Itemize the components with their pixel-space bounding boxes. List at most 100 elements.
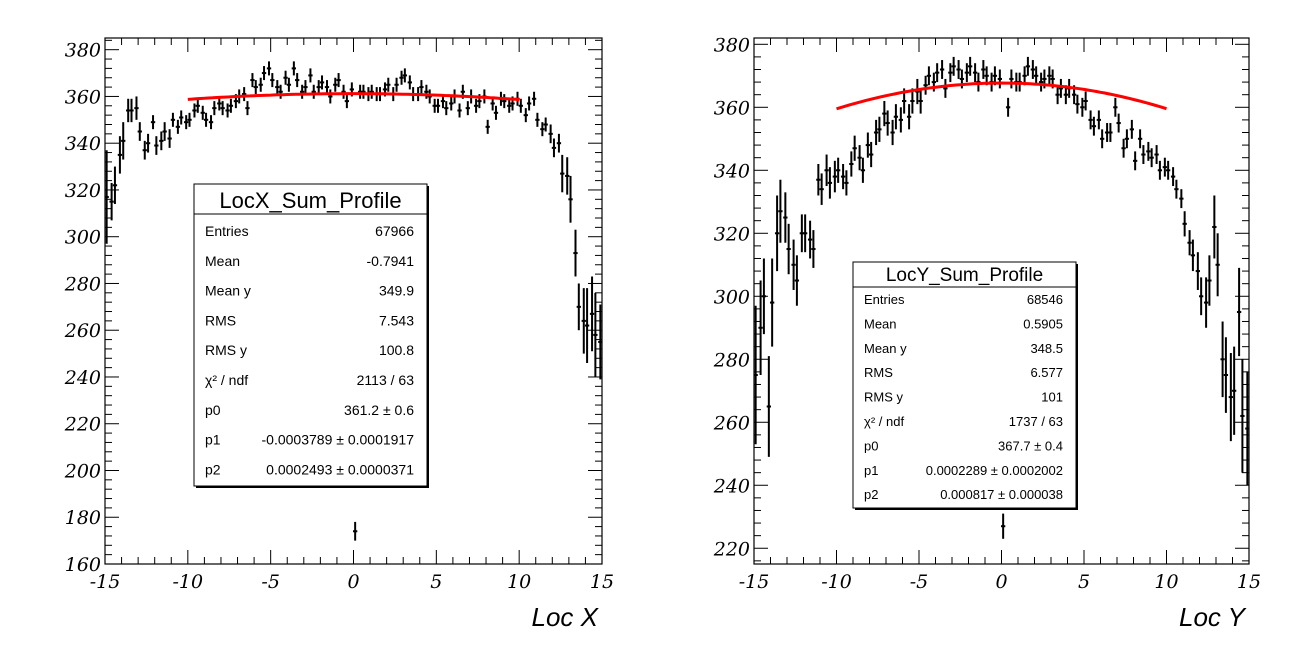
data-point bbox=[1096, 110, 1101, 130]
data-point bbox=[311, 84, 316, 99]
x-tick-label: -5 bbox=[910, 571, 929, 593]
data-point bbox=[543, 117, 548, 132]
data-point bbox=[882, 100, 887, 127]
data-point bbox=[154, 136, 159, 155]
stats-row-value: 0.0002493 ± 0.0000371 bbox=[266, 461, 414, 477]
data-point bbox=[1047, 66, 1052, 86]
y-tick-label: 360 bbox=[65, 86, 101, 108]
stats-box: LocY_Sum_Profile Entries 68546 Mean 0.5905 Me… bbox=[852, 261, 1078, 510]
y-tick-label: 260 bbox=[64, 320, 101, 342]
data-point bbox=[1245, 371, 1250, 486]
data-point bbox=[598, 304, 603, 380]
data-point bbox=[786, 223, 791, 275]
data-point bbox=[170, 112, 176, 127]
data-point bbox=[175, 119, 181, 134]
data-point bbox=[1149, 148, 1154, 168]
data-point bbox=[303, 80, 308, 95]
data-point bbox=[939, 60, 945, 79]
y-tick-label: 260 bbox=[713, 412, 750, 434]
data-point bbox=[195, 98, 200, 113]
data-point bbox=[457, 103, 462, 118]
y-tick-label: 240 bbox=[64, 367, 101, 389]
data-point bbox=[225, 103, 230, 118]
stats-row-label: Mean bbox=[205, 253, 240, 269]
stats-row-value: 0.000817 ± 0.000038 bbox=[940, 487, 1063, 502]
stats-row-label: Entries bbox=[864, 292, 905, 307]
data-point bbox=[1240, 359, 1245, 473]
data-point bbox=[531, 91, 537, 106]
data-point bbox=[308, 68, 313, 83]
stats-row-value: 348.5 bbox=[1030, 341, 1063, 356]
data-point bbox=[997, 69, 1002, 89]
stats-row-label: Entries bbox=[205, 223, 249, 239]
data-point bbox=[299, 84, 305, 99]
y-tick-label: 300 bbox=[714, 286, 750, 308]
data-point bbox=[1121, 138, 1126, 158]
data-point bbox=[134, 96, 139, 120]
fit-curve bbox=[836, 81, 1167, 111]
y-tick-label: 160 bbox=[65, 554, 101, 576]
stats-row-value: -0.0003789 ± 0.0001917 bbox=[262, 432, 415, 448]
stats-row-value: 7.543 bbox=[379, 312, 414, 328]
data-point bbox=[1228, 352, 1233, 442]
data-point bbox=[556, 133, 562, 153]
y-tick-label: 240 bbox=[713, 475, 750, 497]
stats-row-label: RMS bbox=[864, 365, 893, 380]
data-point bbox=[865, 132, 870, 158]
data-point bbox=[1075, 94, 1080, 114]
data-point bbox=[923, 75, 928, 95]
data-point bbox=[353, 521, 358, 541]
y-tick-label: 360 bbox=[714, 97, 750, 119]
data-point bbox=[121, 122, 126, 160]
data-point bbox=[419, 80, 424, 95]
data-point bbox=[402, 68, 408, 83]
data-point bbox=[1203, 277, 1209, 328]
data-point bbox=[465, 101, 470, 116]
data-point bbox=[369, 84, 374, 99]
data-point bbox=[167, 129, 172, 148]
y-tick-label: 380 bbox=[714, 34, 750, 56]
data-point bbox=[1001, 513, 1006, 539]
x-axis-title: Loc X bbox=[532, 602, 600, 632]
data-point bbox=[824, 154, 829, 187]
data-point bbox=[192, 103, 197, 118]
stats-row-label: RMS y bbox=[205, 342, 247, 358]
data-point bbox=[849, 151, 854, 177]
data-point bbox=[1100, 129, 1105, 149]
data-point bbox=[1223, 337, 1229, 413]
stats-box: LocX_Sum_Profile Entries 67966 Mean -0.7941 M… bbox=[193, 183, 429, 488]
data-point bbox=[972, 63, 978, 83]
data-point bbox=[869, 141, 874, 168]
data-point bbox=[873, 119, 879, 146]
stats-row-value: 0.5905 bbox=[1023, 316, 1063, 331]
y-tick-label: 340 bbox=[65, 133, 101, 155]
data-point bbox=[560, 154, 565, 193]
data-point bbox=[449, 96, 454, 111]
x-axis-title: Loc Y bbox=[1179, 602, 1247, 632]
stats-row-label: χ² / ndf bbox=[864, 414, 904, 429]
data-point bbox=[1058, 78, 1064, 98]
data-point bbox=[1141, 145, 1146, 164]
data-point bbox=[584, 288, 590, 363]
data-point bbox=[885, 110, 890, 136]
data-point bbox=[774, 195, 780, 272]
data-point bbox=[220, 101, 225, 116]
data-point bbox=[1154, 145, 1159, 164]
data-point bbox=[540, 122, 545, 137]
stats-row-value: 367.7 ± 0.4 bbox=[998, 438, 1063, 453]
data-point bbox=[576, 283, 581, 331]
data-point bbox=[827, 167, 833, 199]
data-point bbox=[1116, 113, 1121, 133]
data-point bbox=[117, 136, 123, 174]
x-tick-label: -10 bbox=[821, 571, 852, 593]
data-point bbox=[1195, 252, 1200, 290]
y-tick-label: 380 bbox=[65, 40, 101, 62]
data-point bbox=[1080, 97, 1085, 117]
x-tick-label: -15 bbox=[90, 571, 121, 593]
data-point bbox=[270, 73, 275, 88]
data-point bbox=[228, 98, 234, 113]
stats-row-value: 1737 / 63 bbox=[1009, 414, 1063, 429]
data-point bbox=[1113, 97, 1118, 117]
data-point bbox=[112, 166, 118, 204]
